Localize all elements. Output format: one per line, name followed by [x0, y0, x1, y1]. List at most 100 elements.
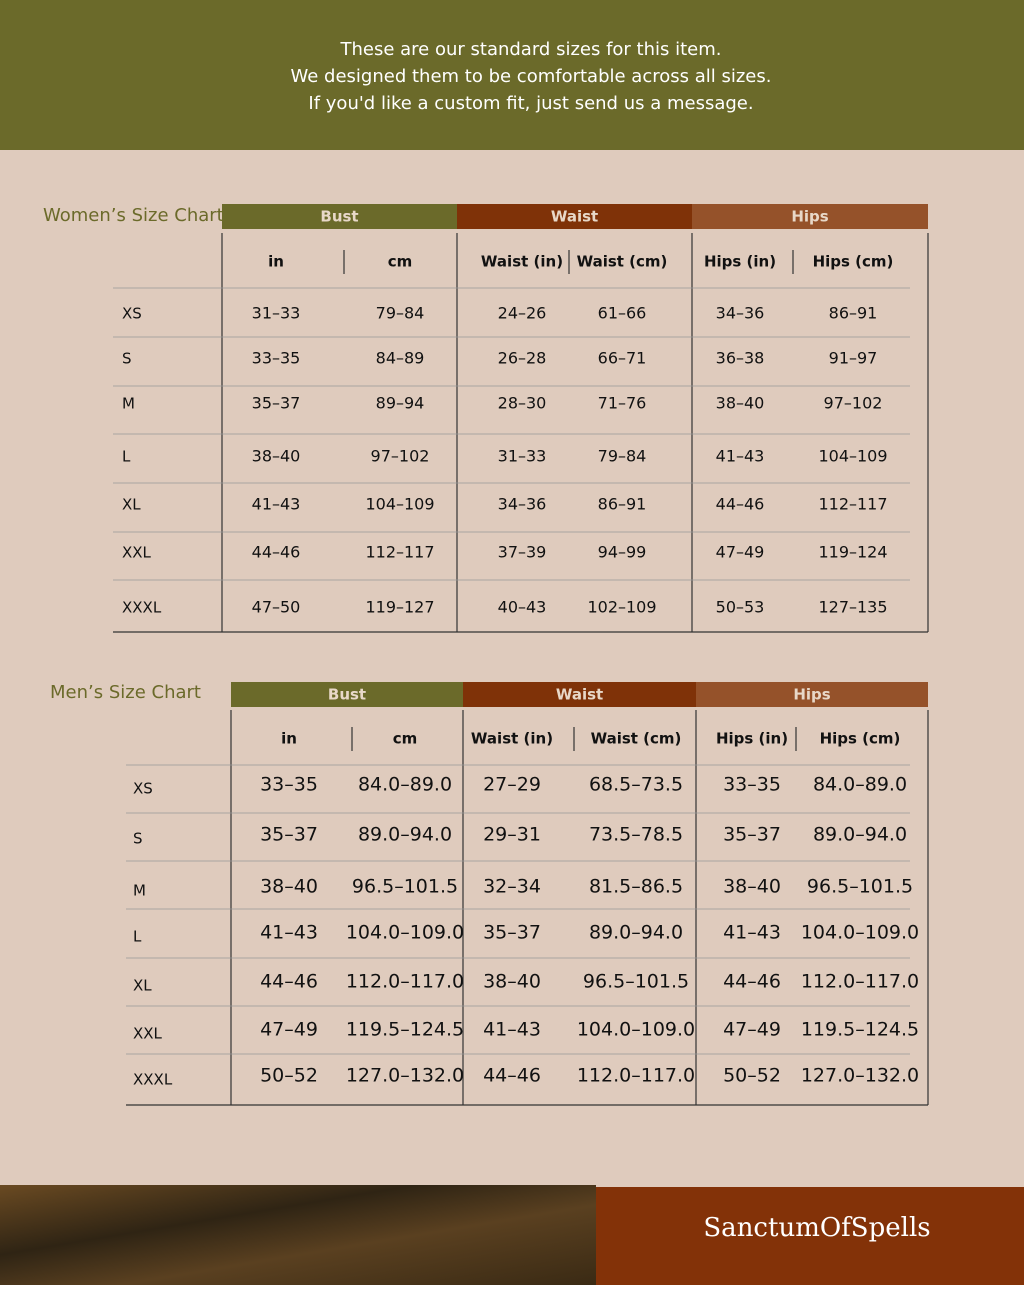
table-cell: 79–84 — [598, 447, 647, 466]
group-label: Waist — [551, 208, 598, 226]
size-label: XXL — [122, 544, 152, 562]
size-label: L — [122, 448, 131, 466]
column-header: Hips (in) — [716, 730, 788, 748]
header-banner — [0, 0, 1024, 150]
table-cell: 29–31 — [483, 824, 541, 846]
table-cell: 119–127 — [365, 598, 434, 617]
table-cell: 104.0–109.0 — [801, 922, 919, 944]
table-cell: 32–34 — [483, 876, 541, 898]
table-cell: 84–89 — [376, 349, 425, 368]
table-cell: 47–50 — [252, 598, 301, 617]
table-cell: 119.5–124.5 — [801, 1019, 919, 1041]
table-cell: 104.0–109.0 — [346, 922, 464, 944]
table-cell: 44–46 — [252, 543, 301, 562]
column-header: Hips (cm) — [820, 730, 901, 748]
table-cell: 35–37 — [483, 922, 541, 944]
table-cell: 28–30 — [498, 394, 547, 413]
column-header: Waist (cm) — [577, 253, 668, 271]
group-label: Bust — [328, 686, 366, 704]
table-cell: 84.0–89.0 — [358, 774, 452, 796]
table-cell: 89–94 — [376, 394, 425, 413]
table-cell: 44–46 — [723, 971, 781, 993]
table-cell: 89.0–94.0 — [589, 922, 683, 944]
group-label: Hips — [791, 208, 828, 226]
table-cell: 50–52 — [260, 1065, 318, 1087]
table-cell: 119–124 — [818, 543, 887, 562]
table-cell: 41–43 — [483, 1019, 541, 1041]
table-cell: 97–102 — [824, 394, 883, 413]
table-cell: 96.5–101.5 — [583, 971, 689, 993]
column-header: Waist (in) — [471, 730, 553, 748]
table-cell: 33–35 — [723, 774, 781, 796]
table-cell: 40–43 — [498, 598, 547, 617]
table-cell: 41–43 — [723, 922, 781, 944]
table-cell: 96.5–101.5 — [807, 876, 913, 898]
table-title: Women’s Size Chart — [43, 205, 224, 226]
column-header: in — [281, 730, 297, 748]
table-cell: 33–35 — [252, 349, 301, 368]
table-cell: 38–40 — [252, 447, 301, 466]
table-cell: 26–28 — [498, 349, 547, 368]
table-cell: 35–37 — [252, 394, 301, 413]
group-label: Hips — [793, 686, 830, 704]
table-cell: 36–38 — [716, 349, 765, 368]
size-label: XXXL — [133, 1071, 173, 1089]
footer-photo — [0, 1185, 596, 1285]
table-cell: 34–36 — [716, 304, 765, 323]
table-cell: 68.5–73.5 — [589, 774, 683, 796]
table-cell: 71–76 — [598, 394, 647, 413]
table-cell: 47–49 — [723, 1019, 781, 1041]
column-header: in — [268, 253, 284, 271]
table-cell: 104–109 — [365, 495, 434, 514]
size-label: S — [122, 350, 132, 368]
group-header — [457, 204, 692, 229]
table-cell: 127.0–132.0 — [801, 1065, 919, 1087]
table-cell: 44–46 — [716, 495, 765, 514]
table-cell: 31–33 — [498, 447, 547, 466]
table-cell: 35–37 — [723, 824, 781, 846]
size-label: XL — [122, 496, 141, 514]
size-label: XS — [133, 780, 153, 798]
table-cell: 112.0–117.0 — [577, 1065, 695, 1087]
table-cell: 79–84 — [376, 304, 425, 323]
column-header: cm — [393, 730, 418, 748]
table-cell: 112.0–117.0 — [801, 971, 919, 993]
header-line: If you'd like a custom fit, just send us… — [308, 93, 753, 114]
table-title: Men’s Size Chart — [50, 682, 201, 703]
size-label: XL — [133, 977, 152, 995]
table-cell: 89.0–94.0 — [358, 824, 452, 846]
table-cell: 73.5–78.5 — [589, 824, 683, 846]
table-cell: 86–91 — [598, 495, 647, 514]
group-label: Waist — [556, 686, 603, 704]
group-header — [463, 682, 696, 707]
size-label: M — [133, 882, 146, 900]
table-cell: 127–135 — [818, 598, 887, 617]
table-cell: 41–43 — [252, 495, 301, 514]
table-cell: 86–91 — [829, 304, 878, 323]
group-header — [692, 204, 928, 229]
table-cell: 34–36 — [498, 495, 547, 514]
table-cell: 47–49 — [716, 543, 765, 562]
table-cell: 41–43 — [716, 447, 765, 466]
table-cell: 61–66 — [598, 304, 647, 323]
table-cell: 27–29 — [483, 774, 541, 796]
table-cell: 112–117 — [365, 543, 434, 562]
column-header: Waist (cm) — [591, 730, 682, 748]
column-header: Waist (in) — [481, 253, 563, 271]
table-cell: 35–37 — [260, 824, 318, 846]
table-cell: 96.5–101.5 — [352, 876, 458, 898]
table-cell: 38–40 — [483, 971, 541, 993]
group-header — [222, 204, 457, 229]
size-label: XXL — [133, 1025, 163, 1043]
table-cell: 102–109 — [587, 598, 656, 617]
table-cell: 38–40 — [716, 394, 765, 413]
table-cell: 47–49 — [260, 1019, 318, 1041]
column-header: cm — [388, 253, 413, 271]
group-header — [696, 682, 928, 707]
table-cell: 97–102 — [371, 447, 430, 466]
size-label: S — [133, 830, 143, 848]
table-cell: 104.0–109.0 — [577, 1019, 695, 1041]
table-cell: 104–109 — [818, 447, 887, 466]
footer-brand-box — [596, 1187, 1024, 1285]
